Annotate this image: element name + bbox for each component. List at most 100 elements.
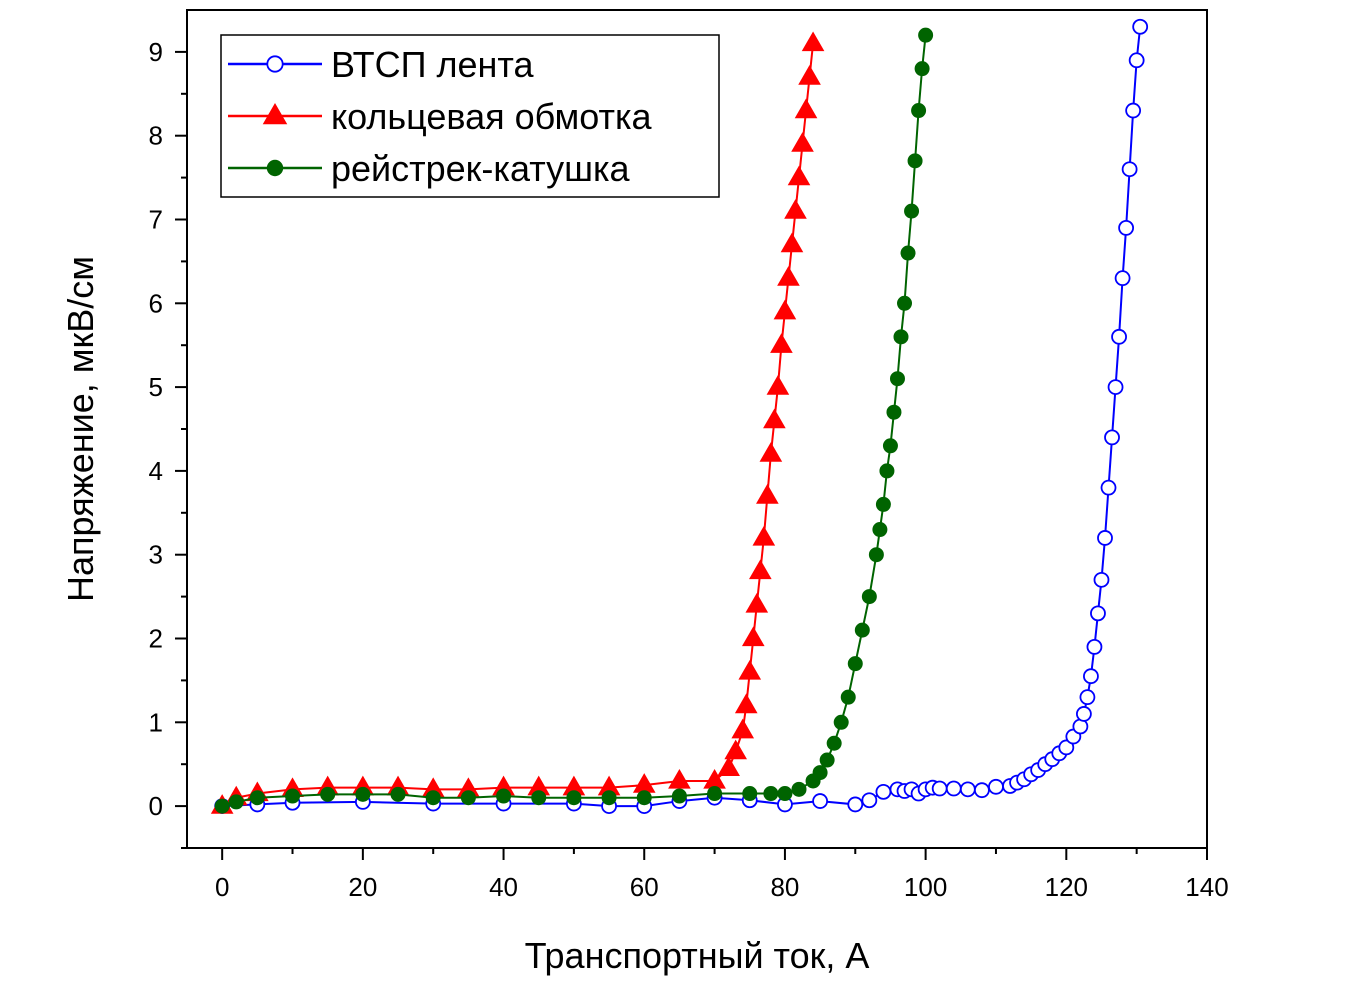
racetrack-coil-point xyxy=(875,496,891,512)
legend-item-racetrack-coil: рейстрек-катушка xyxy=(228,148,631,189)
ring-winding-point xyxy=(748,559,772,580)
racetrack-coil-point xyxy=(840,689,856,705)
legend-label: ВТСП лента xyxy=(331,44,534,85)
ring-winding-point xyxy=(668,768,691,789)
x-tick-label: 140 xyxy=(1185,872,1228,902)
htsc-tape-point xyxy=(931,780,948,797)
htsc-tape-point xyxy=(1114,270,1131,287)
ring-winding-point xyxy=(791,132,814,152)
racetrack-coil-point xyxy=(833,714,849,730)
racetrack-coil-point xyxy=(847,656,863,672)
htsc-tape-point xyxy=(812,793,829,809)
racetrack-coil-point xyxy=(531,790,547,806)
legend-item-ring-winding: кольцевая обмотка xyxy=(228,96,652,137)
ring-winding-point xyxy=(777,266,800,286)
htsc-tape-point xyxy=(988,778,1004,795)
htsc-tape-point xyxy=(847,796,864,813)
htsc-tape-point xyxy=(1125,102,1142,119)
racetrack-coil-point xyxy=(893,329,909,345)
racetrack-coil-point xyxy=(566,790,582,806)
x-tick-label: 100 xyxy=(904,872,947,902)
racetrack-coil-point xyxy=(907,153,923,169)
y-tick-label: 6 xyxy=(149,288,163,318)
ring-winding-point xyxy=(798,65,821,85)
racetrack-coil-point xyxy=(763,786,779,802)
racetrack-coil-point xyxy=(228,794,244,810)
racetrack-coil-point xyxy=(900,245,916,261)
racetrack-coil-point xyxy=(889,371,905,387)
htsc-tape-point xyxy=(1090,605,1106,622)
y-tick-label: 7 xyxy=(149,205,163,235)
racetrack-coil-point xyxy=(868,547,884,563)
ring-winding-point xyxy=(759,442,783,462)
y-tick-label: 5 xyxy=(149,372,163,402)
htsc-tape-point xyxy=(1058,739,1075,756)
x-tick-label: 80 xyxy=(770,872,799,902)
ring-winding-point xyxy=(794,98,818,119)
ring-winding-point xyxy=(780,232,804,253)
ring-winding-point xyxy=(763,408,786,429)
racetrack-coil-point xyxy=(320,786,336,802)
htsc-tape-point xyxy=(875,783,892,800)
x-tick-label: 60 xyxy=(630,872,659,902)
ring-winding-point xyxy=(745,592,769,613)
racetrack-coil-point xyxy=(879,463,895,479)
legend-ring-winding-point xyxy=(262,102,288,125)
racetrack-coil-point xyxy=(671,788,687,804)
x-tick-label: 0 xyxy=(215,872,229,902)
racetrack-coil-point xyxy=(854,622,870,638)
racetrack-coil-point xyxy=(819,752,835,768)
racetrack-coil-point xyxy=(911,103,927,119)
racetrack-coil-point xyxy=(496,788,512,804)
racetrack-coil-point xyxy=(886,404,902,420)
racetrack-coil-point xyxy=(897,295,913,311)
ring-winding-point xyxy=(752,525,776,546)
legend-racetrack-coil-point xyxy=(266,159,284,177)
x-axis: 0 20 40 60 80 100 120 140 xyxy=(215,848,1229,902)
racetrack-coil-point xyxy=(812,765,828,781)
racetrack-coil-point xyxy=(636,790,652,806)
x-axis-title: Транспортный ток, А xyxy=(525,935,870,976)
ring-winding-point xyxy=(787,165,811,186)
x-tick-label: 20 xyxy=(348,872,377,902)
y-axis-title: Напряжение, мкВ/см xyxy=(60,256,101,602)
y-tick-label: 4 xyxy=(149,456,163,486)
y-axis: 0 1 2 3 4 5 6 7 8 9 xyxy=(149,37,187,849)
y-tick-label: 2 xyxy=(149,624,163,654)
racetrack-coil-point xyxy=(390,786,406,802)
racetrack-coil-point xyxy=(214,798,230,814)
htsc-tape-point xyxy=(1104,429,1120,446)
legend: ВТСП лента кольцевая обмотка рейстрек-кату… xyxy=(220,34,720,198)
racetrack-coil-point xyxy=(918,27,934,43)
legend-htsc-tape-point xyxy=(266,55,284,73)
ring-winding-point xyxy=(717,756,740,777)
htsc-tape-point xyxy=(1079,689,1096,706)
racetrack-coil-point xyxy=(707,786,723,802)
legend-label: рейстрек-катушка xyxy=(331,148,631,189)
htsc-tape-point xyxy=(1086,638,1103,655)
ring-winding-point xyxy=(731,718,755,739)
htsc-tape-point xyxy=(945,780,962,797)
htsc-tape-point xyxy=(1121,161,1138,178)
x-tick-label: 40 xyxy=(489,872,518,902)
ring-winding-point xyxy=(773,299,797,320)
ring-winding-point xyxy=(738,660,762,680)
racetrack-coil-point xyxy=(826,735,842,751)
htsc-tape-point xyxy=(1097,530,1113,546)
y-tick-label: 9 xyxy=(149,37,163,67)
htsc-tape-point xyxy=(1111,328,1127,345)
y-tick-label: 1 xyxy=(149,707,163,737)
racetrack-coil-point xyxy=(791,781,807,797)
htsc-tape-point xyxy=(1083,668,1099,685)
racetrack-coil-point xyxy=(285,788,301,804)
ring-winding-point xyxy=(724,739,748,760)
racetrack-coil-point xyxy=(460,790,476,806)
racetrack-coil-point xyxy=(904,203,920,219)
legend-item-htsc-tape: ВТСП лента xyxy=(228,44,534,85)
racetrack-coil-point xyxy=(882,438,898,454)
y-tick-label: 3 xyxy=(149,540,163,570)
racetrack-coil-point xyxy=(777,786,793,802)
ring-winding-point xyxy=(734,693,758,714)
ring-winding-point xyxy=(632,773,656,793)
